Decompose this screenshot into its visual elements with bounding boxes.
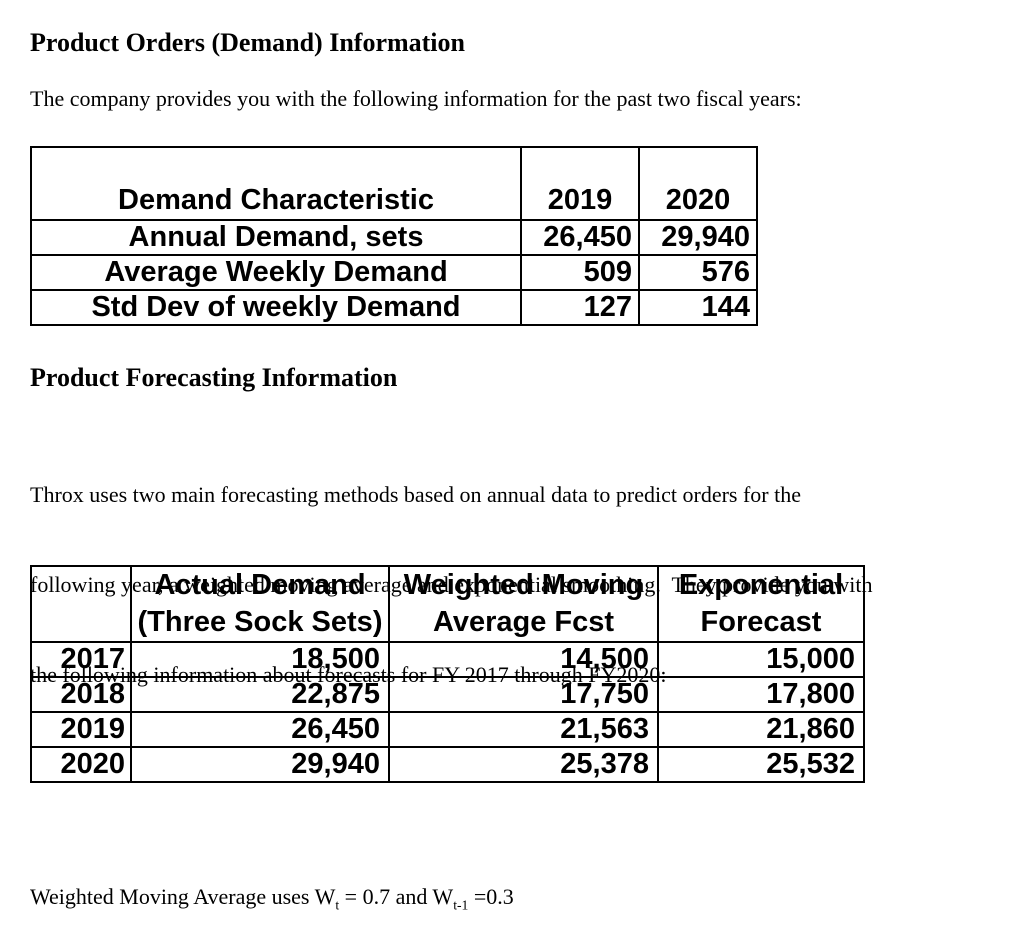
exponential-header-line1: Exponential [678,569,844,601]
forecasting-intro-line1: Throx uses two main forecasting methods … [30,482,801,507]
forecast-table-header-row: Actual Demand (Three Sock Sets) Weighted… [30,565,865,643]
row-label-avg-weekly-demand: Average Weekly Demand [30,254,522,291]
actual-demand-2018: 22,875 [130,676,390,713]
exp-forecast-2017: 15,000 [657,641,865,678]
annual-demand-2020-value: 29,940 [638,219,758,256]
row-label-annual-demand: Annual Demand, sets [30,219,522,256]
exp-forecast-2018: 17,800 [657,676,865,713]
wma-note-subscript-t-1: t-1 [453,897,469,913]
wma-forecast-2017: 14,500 [388,641,659,678]
demand-table-header-2019: 2019 [520,146,640,221]
avg-weekly-demand-2020-value: 576 [638,254,758,291]
actual-demand-header-line2: (Three Sock Sets) [137,606,383,638]
exp-forecast-2020: 25,532 [657,746,865,783]
year-label-2019: 2019 [30,711,132,748]
exp-forecast-2019: 21,860 [657,711,865,748]
wma-forecast-2019: 21,563 [388,711,659,748]
demand-characteristics-table: Demand Characteristic 2019 2020 Annual D… [30,146,758,326]
forecasting-section-heading: Product Forecasting Information [30,363,398,392]
forecast-row-2018: 2018 22,875 17,750 17,800 [30,676,865,713]
demand-table-header-row: Demand Characteristic 2019 2020 [30,146,758,221]
wma-forecast-2018: 17,750 [388,676,659,713]
forecast-row-2017: 2017 18,500 14,500 15,000 [30,641,865,678]
forecast-table-corner-cell [30,565,132,643]
actual-demand-header-line1: Actual Demand [154,569,366,601]
avg-weekly-demand-2019-value: 509 [520,254,640,291]
stddev-2020-value: 144 [638,289,758,326]
wma-note-prefix: Weighted Moving Average uses W [30,884,336,909]
table-row-annual-demand: Annual Demand, sets 26,450 29,940 [30,219,758,256]
forecast-row-2020: 2020 29,940 25,378 25,532 [30,746,865,783]
actual-demand-2017: 18,500 [130,641,390,678]
wma-header-line1: Weighted Moving [403,569,644,601]
wma-weights-note: Weighted Moving Average uses Wt = 0.7 an… [30,882,514,920]
year-label-2020: 2020 [30,746,132,783]
wma-forecast-2020: 25,378 [388,746,659,783]
year-label-2018: 2018 [30,676,132,713]
wma-note-middle: = 0.7 and W [339,884,454,909]
exponential-header-line2: Forecast [700,606,822,638]
wma-note-suffix: =0.3 [468,884,514,909]
annual-demand-2019-value: 26,450 [520,219,640,256]
row-label-stddev-weekly-demand: Std Dev of weekly Demand [30,289,522,326]
table-row-stddev-weekly-demand: Std Dev of weekly Demand 127 144 [30,289,758,326]
actual-demand-2020: 29,940 [130,746,390,783]
demand-table-header-characteristic: Demand Characteristic [30,146,522,221]
forecast-table-header-wma: Weighted Moving Average Fcst [388,565,659,643]
table-row-avg-weekly-demand: Average Weekly Demand 509 576 [30,254,758,291]
demand-section-heading: Product Orders (Demand) Information [30,28,465,57]
wma-header-line2: Average Fcst [432,606,615,638]
stddev-2019-value: 127 [520,289,640,326]
forecast-table-header-actual-demand: Actual Demand (Three Sock Sets) [130,565,390,643]
forecast-row-2019: 2019 26,450 21,563 21,860 [30,711,865,748]
year-label-2017: 2017 [30,641,132,678]
demand-table-header-2020: 2020 [638,146,758,221]
forecast-parameter-notes: Weighted Moving Average uses Wt = 0.7 an… [30,822,514,929]
forecast-table-header-exponential: Exponential Forecast [657,565,865,643]
actual-demand-2019: 26,450 [130,711,390,748]
forecast-comparison-table: Actual Demand (Three Sock Sets) Weighted… [30,565,865,783]
wma-note-subscript-t: t [335,897,340,913]
demand-intro-text: The company provides you with the follow… [30,86,802,111]
